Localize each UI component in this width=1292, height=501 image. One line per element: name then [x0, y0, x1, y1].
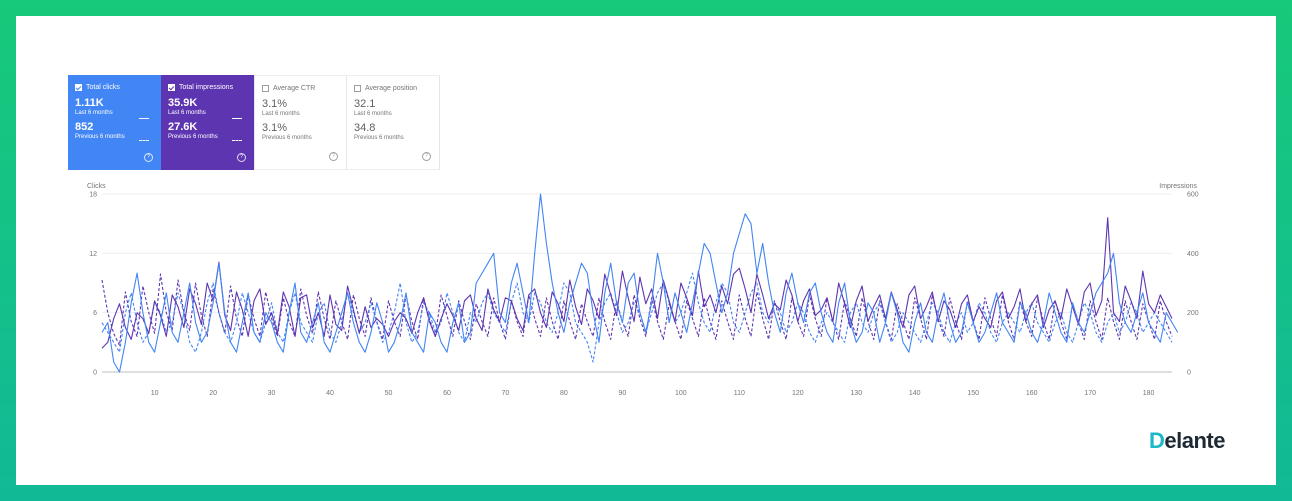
card-label: Total impressions	[179, 84, 234, 91]
x-tick-label: 120	[792, 390, 804, 397]
y2-tick-label: 200	[1187, 310, 1199, 317]
solid-line-legend-icon	[232, 118, 242, 119]
x-tick-label: 60	[443, 390, 451, 397]
x-tick-label: 30	[268, 390, 276, 397]
card-header: Total impressions	[168, 83, 247, 92]
x-tick-label: 110	[734, 390, 745, 397]
x-tick-label: 160	[1026, 390, 1038, 397]
x-tick-label: 150	[967, 390, 979, 397]
x-tick-label: 10	[151, 390, 159, 397]
card-previous-value: 3.1%	[262, 122, 288, 134]
card-previous-value: 27.6K	[168, 121, 198, 133]
y2-axis-label: Impressions	[1159, 183, 1197, 190]
card-period: Last 6 months	[354, 111, 392, 117]
card-header: Average CTR	[262, 84, 339, 93]
card-value: 35.9K	[168, 97, 198, 109]
series-line-total-impressions-solid	[101, 217, 1173, 349]
metric-card-average-position[interactable]: Average position 32.1 Last 6 months 34.8…	[347, 75, 440, 170]
card-period: Last 6 months	[262, 111, 300, 117]
card-label: Total clicks	[86, 84, 120, 91]
metric-cards: Total clicks 1.11K Last 6 months 852 Pre…	[68, 75, 440, 170]
card-value: 1.11K	[75, 97, 104, 109]
x-tick-label: 20	[209, 390, 217, 397]
checkbox-icon[interactable]	[354, 85, 361, 92]
x-tick-label: 90	[618, 390, 626, 397]
dashed-line-legend-icon	[139, 140, 149, 141]
card-period: Last 6 months	[75, 110, 113, 116]
help-icon[interactable]: ?	[144, 153, 153, 162]
card-previous-value: 34.8	[354, 122, 376, 134]
card-value: 32.1	[354, 98, 376, 110]
x-tick-label: 70	[502, 390, 510, 397]
card-previous-period: Previous 6 months	[75, 134, 125, 140]
x-tick-label: 180	[1143, 390, 1155, 397]
y-tick-label: 12	[89, 251, 97, 258]
card-previous-value: 852	[75, 121, 94, 133]
card-previous-period: Previous 6 months	[262, 135, 312, 141]
card-label: Average CTR	[273, 85, 316, 92]
card-period: Last 6 months	[168, 110, 206, 116]
card-value: 3.1%	[262, 98, 288, 110]
series-line-total-clicks-solid	[101, 193, 1179, 373]
metric-card-total-clicks[interactable]: Total clicks 1.11K Last 6 months 852 Pre…	[68, 75, 161, 170]
metric-card-total-impressions[interactable]: Total impressions 35.9K Last 6 months 27…	[161, 75, 254, 170]
card-previous-period: Previous 6 months	[354, 135, 404, 141]
x-tick-label: 130	[850, 390, 862, 397]
dashed-line-legend-icon	[232, 140, 242, 141]
y-axis-label: Clicks	[87, 183, 106, 190]
logo-initial: D	[1149, 428, 1165, 453]
y-tick-label: 0	[93, 370, 97, 377]
help-icon[interactable]: ?	[422, 152, 431, 161]
y-tick-label: 6	[93, 310, 97, 317]
help-icon[interactable]: ?	[237, 153, 246, 162]
series-line-total-impressions-dashed	[101, 273, 1173, 346]
x-tick-label: 100	[675, 390, 687, 397]
checkbox-icon[interactable]	[75, 84, 82, 91]
x-tick-label: 170	[1084, 390, 1096, 397]
x-tick-label: 80	[560, 390, 568, 397]
card-header: Total clicks	[75, 83, 154, 92]
delante-logo: Delante	[1149, 428, 1225, 454]
logo-rest: elante	[1164, 428, 1225, 453]
help-icon[interactable]: ?	[329, 152, 338, 161]
x-tick-label: 50	[385, 390, 393, 397]
x-tick-label: 140	[909, 390, 921, 397]
card-header: Average position	[354, 84, 432, 93]
x-tick-label: 40	[326, 390, 334, 397]
y-tick-label: 18	[89, 192, 97, 199]
checkbox-icon[interactable]	[168, 84, 175, 91]
series-line-total-clicks-dashed	[101, 272, 1173, 363]
card-previous-period: Previous 6 months	[168, 134, 218, 140]
checkbox-icon[interactable]	[262, 85, 269, 92]
card-label: Average position	[365, 85, 418, 92]
y2-tick-label: 0	[1187, 370, 1191, 377]
y2-tick-label: 400	[1187, 251, 1199, 258]
y2-tick-label: 600	[1187, 192, 1199, 199]
solid-line-legend-icon	[139, 118, 149, 119]
metric-card-average-ctr[interactable]: Average CTR 3.1% Last 6 months 3.1% Prev…	[254, 75, 347, 170]
